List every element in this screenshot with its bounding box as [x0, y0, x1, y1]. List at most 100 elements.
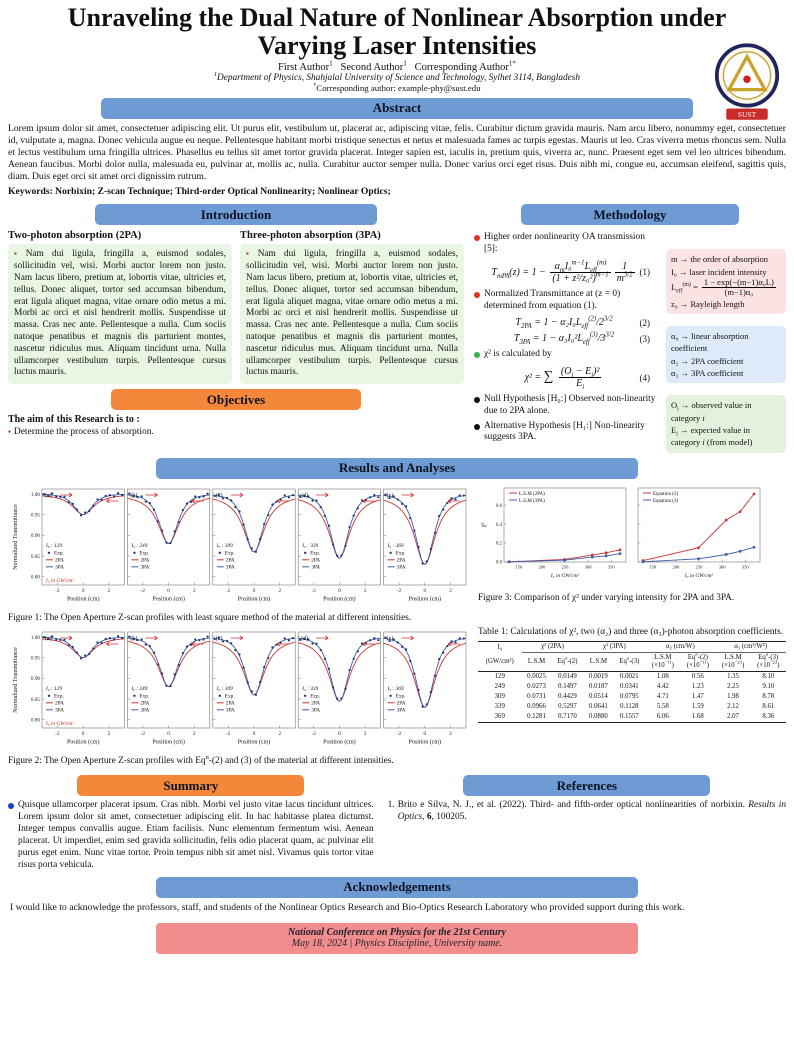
acknowledgements-section: Acknowledgements I would like to acknowl… — [8, 876, 786, 913]
svg-text:1.00: 1.00 — [31, 491, 40, 497]
svg-text:0.90: 0.90 — [31, 533, 40, 539]
svg-text:I₀ : 309: I₀ : 309 — [216, 686, 233, 692]
references-column: References 1. Brito e Silva, N. J., et a… — [388, 770, 786, 872]
introduction-section: Introduction Two-photon absorption (2PA)… — [8, 204, 464, 385]
square-bullet-icon: ▪ — [8, 427, 11, 437]
svg-text:350: 350 — [742, 564, 750, 569]
svg-text:I₀ : 309: I₀ : 309 — [216, 543, 233, 549]
abstract-section: Abstract Lorem ipsum dolor sit amet, con… — [8, 97, 786, 198]
table-1-block: Table 1: Calculations of χ², two (α₂) an… — [478, 626, 786, 767]
methodology-heading: Methodology — [520, 204, 740, 226]
svg-text:2: 2 — [193, 731, 196, 737]
svg-text:2PA: 2PA — [311, 557, 320, 563]
svg-text:Exp.: Exp. — [225, 693, 235, 699]
svg-text:I₀ in GW/cm²: I₀ in GW/cm² — [45, 578, 74, 584]
svg-text:3PA: 3PA — [55, 707, 64, 713]
svg-text:3PA: 3PA — [226, 707, 235, 713]
svg-text:2PA: 2PA — [226, 700, 235, 706]
svg-text:3PA: 3PA — [311, 564, 320, 570]
svg-text:2: 2 — [108, 731, 111, 737]
svg-text:0: 0 — [338, 588, 341, 594]
svg-text:1.00: 1.00 — [31, 635, 40, 641]
svg-text:Position (cm): Position (cm) — [238, 595, 271, 602]
svg-text:300: 300 — [585, 564, 593, 569]
methodology-item-alt-hypothesis: Alternative Hypothesis [H₁:] Non-lineari… — [474, 421, 660, 445]
svg-text:3PA: 3PA — [140, 707, 149, 713]
svg-text:I₀ : 339: I₀ : 339 — [301, 686, 318, 692]
equation-4: χ² = ∑ (Oi − Ei)² Ei (4) — [524, 366, 651, 392]
svg-text:150: 150 — [515, 564, 523, 569]
methodology-item-null-hypothesis: Null Hypothesis [H₀:] Observed non-linea… — [474, 394, 660, 418]
references-section: References 1. Brito e Silva, N. J., et a… — [388, 775, 786, 824]
summary-section: Summary Quisque ullamcorper placerat ips… — [8, 775, 374, 872]
figure-2-chart: Normalized Transmittance 1.00 0.95 0.90 0.85… — [12, 631, 467, 745]
intro-2pa-title: Two-photon absorption (2PA) — [8, 230, 142, 242]
svg-text:3PA: 3PA — [311, 707, 320, 713]
figure-3-caption: Figure 3: Comparison of χ² under varying… — [478, 592, 735, 603]
svg-text:300: 300 — [719, 564, 727, 569]
bullet-icon — [474, 235, 480, 242]
svg-text:3PA: 3PA — [226, 564, 235, 570]
square-bullet-icon: ▪ — [246, 249, 255, 259]
svg-text:2: 2 — [449, 731, 452, 737]
intro-2pa-column: Two-photon absorption (2PA) ▪ Nam dui lig… — [8, 229, 232, 385]
definition-box-chi-square: Oi → observed value in category i Ei → e… — [666, 395, 786, 453]
svg-text:3PA: 3PA — [397, 564, 406, 570]
svg-text:0.85: 0.85 — [31, 697, 40, 703]
svg-text:-2: -2 — [397, 731, 402, 737]
intro-2pa-textbox: ▪ Nam dui ligula, fringilla a, euismod so… — [8, 244, 232, 385]
svg-text:200: 200 — [538, 564, 546, 569]
svg-text:0: 0 — [338, 731, 341, 737]
svg-text:(e): (e) — [387, 492, 394, 499]
svg-text:I₀ : 129: I₀ : 129 — [45, 686, 62, 692]
svg-text:150: 150 — [649, 564, 657, 569]
svg-text:(b): (b) — [130, 492, 137, 499]
svg-text:-2: -2 — [226, 731, 231, 737]
svg-text:2PA: 2PA — [55, 700, 64, 706]
summary-text: Quisque ullamcorper placerat ipsum. Cras… — [18, 800, 374, 870]
intro-3pa-text: Nam dui ligula, fringilla a, euismod sod… — [246, 249, 458, 378]
svg-text:(d): (d) — [301, 635, 308, 642]
summary-column: Summary Quisque ullamcorper placerat ips… — [8, 770, 374, 872]
objectives-item: ▪ Determine the process of absorption. — [8, 427, 154, 438]
equation-1: TmPA(z) = 1 − αmI₀m−1Leff(m) (1 + z²/z₀²)… — [491, 259, 650, 284]
equation-3-number: (3) — [639, 333, 651, 344]
svg-text:2PA: 2PA — [397, 557, 406, 563]
svg-text:Normalized Transmittance: Normalized Transmittance — [12, 647, 19, 713]
svg-text:I₀ : 339: I₀ : 339 — [301, 543, 318, 549]
keywords-line: Keywords: Norbixin; Z-scan Technique; Th… — [8, 186, 391, 198]
figure-1-block: Normalized Transmittance 1.00 0.95 0.90 0.85… — [8, 483, 470, 624]
reference-text: Brito e Silva, N. J., et al. (2022). Thi… — [397, 800, 787, 823]
svg-text:Position (cm): Position (cm) — [152, 595, 185, 602]
equation-4-number: (4) — [639, 372, 651, 383]
svg-text:Position (cm): Position (cm) — [152, 738, 185, 745]
svg-text:Position (cm): Position (cm) — [67, 595, 100, 602]
square-bullet-icon: ▪ — [14, 249, 23, 259]
svg-text:0: 0 — [424, 588, 427, 594]
svg-text:0.2: 0.2 — [496, 541, 503, 546]
svg-text:2: 2 — [193, 588, 196, 594]
svg-text:-2: -2 — [141, 588, 146, 594]
svg-text:Exp.: Exp. — [310, 693, 320, 699]
figure-1-caption: Figure 1: The Open Aperture Z-scan profi… — [8, 612, 412, 623]
svg-text:L.S.M (3PA): L.S.M (3PA) — [519, 499, 545, 504]
affiliation-line: 1Department of Physics, Shahjalal Univer… — [213, 70, 581, 83]
svg-text:(a): (a) — [45, 492, 52, 499]
svg-text:0: 0 — [82, 731, 85, 737]
svg-text:χ²: χ² — [480, 522, 487, 527]
svg-text:0.85: 0.85 — [31, 553, 40, 559]
table-row: 129 0.0025 0.0149 0.0019 0.0021 1.08 0.56 1.35 8… — [494, 673, 775, 681]
svg-text:0: 0 — [167, 588, 170, 594]
svg-text:2: 2 — [364, 588, 367, 594]
reference-item: 1. Brito e Silva, N. J., et al. (2022). … — [388, 800, 786, 824]
svg-text:250: 250 — [562, 564, 570, 569]
footer-conference-name: National Conference on Physics for the 2… — [287, 926, 507, 938]
svg-text:350: 350 — [608, 564, 616, 569]
poster-title: Unraveling the Dual Nature of Nonlinear … — [67, 3, 727, 60]
svg-text:-2: -2 — [311, 731, 316, 737]
svg-text:Exp.: Exp. — [54, 693, 64, 699]
svg-text:(c): (c) — [216, 492, 223, 499]
svg-text:2: 2 — [449, 588, 452, 594]
svg-text:Position (cm): Position (cm) — [409, 595, 442, 602]
